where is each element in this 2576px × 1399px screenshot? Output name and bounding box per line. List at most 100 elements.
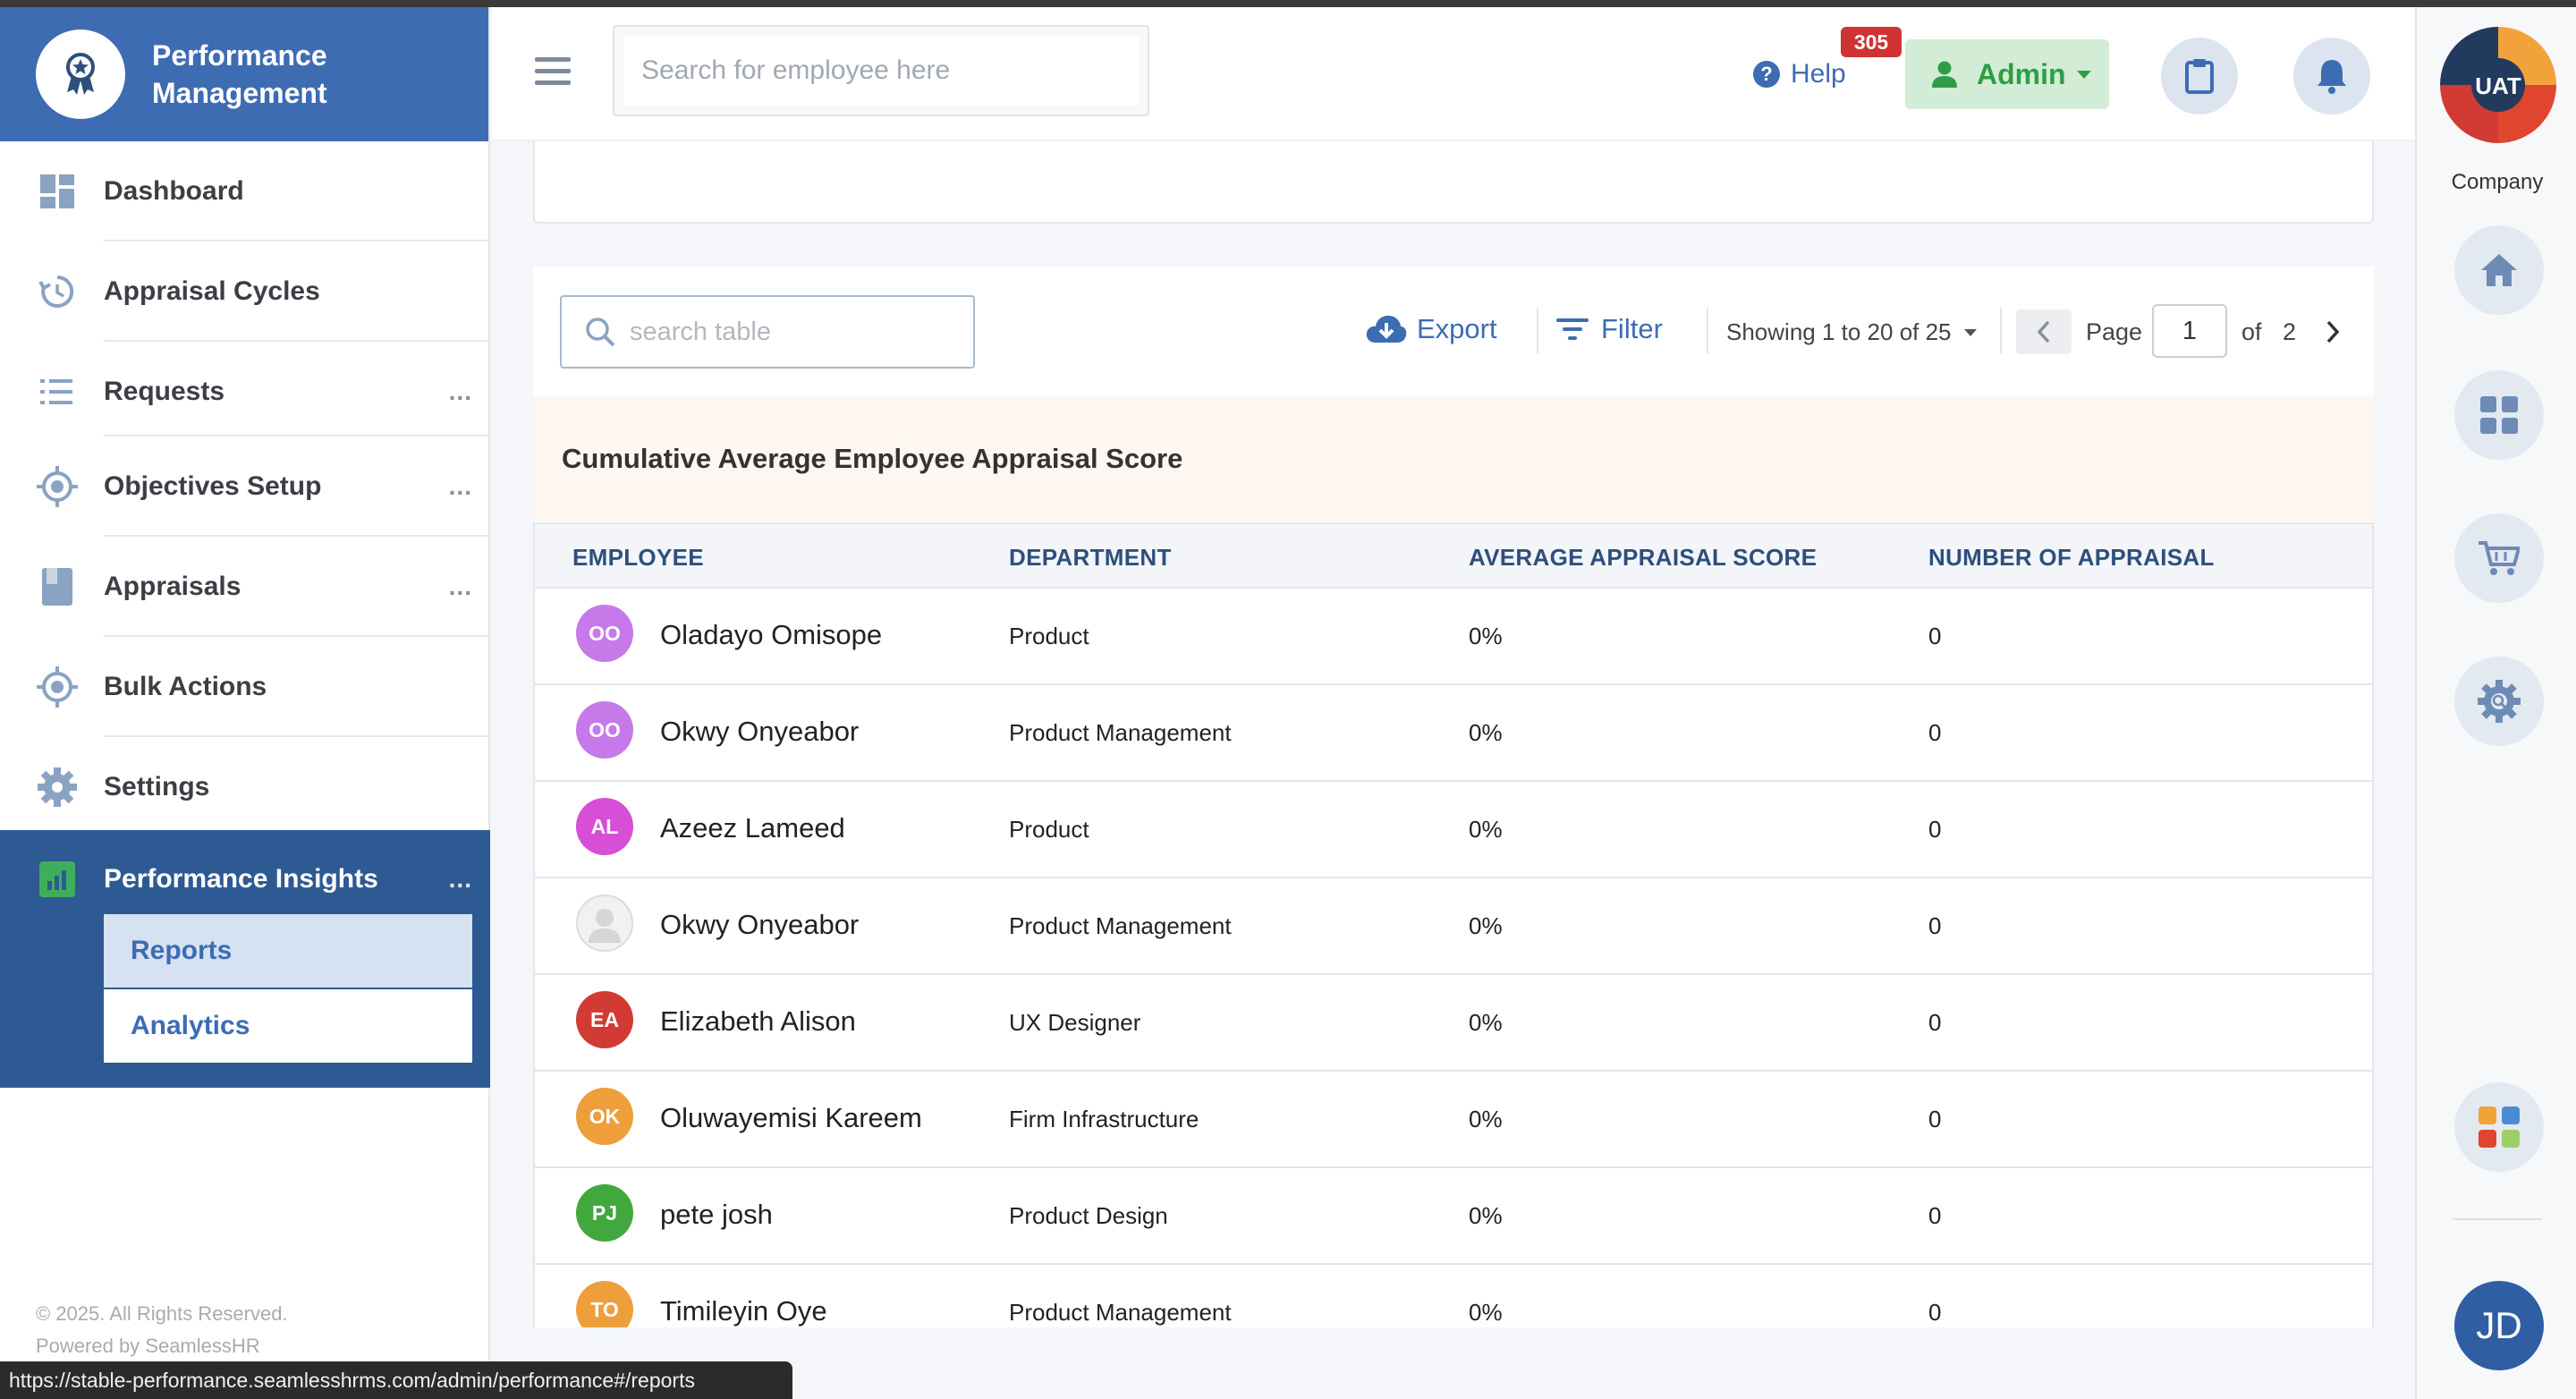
sidebar-item-bulk-actions[interactable]: Bulk Actions — [0, 646, 490, 728]
divider — [1537, 308, 1538, 354]
cart-button[interactable] — [2454, 513, 2544, 603]
average-score-cell: 0% — [1469, 1106, 1503, 1132]
column-header-appraisal-count[interactable]: NUMBER OF APPRAISAL — [1928, 544, 2215, 571]
question-icon: ? — [1753, 61, 1780, 88]
search-icon — [585, 317, 615, 347]
department-cell: Product Management — [1009, 719, 1232, 746]
sidebar-item-dashboard[interactable]: Dashboard — [0, 150, 490, 233]
dashboard-icon — [36, 170, 79, 213]
cart-icon — [2479, 539, 2520, 577]
more-options-icon[interactable]: ... — [448, 472, 472, 500]
employee-name: Okwy Onyeabor — [660, 716, 860, 747]
page-size-dropdown[interactable]: Showing 1 to 20 of 25 — [1726, 318, 1977, 346]
table-row[interactable]: OO Okwy Onyeabor Product Management 0% 0 — [533, 685, 2374, 782]
department-cell: UX Designer — [1009, 1009, 1141, 1036]
settings-search-button[interactable] — [2454, 657, 2544, 746]
divider — [104, 735, 488, 737]
average-score-cell: 0% — [1469, 1202, 1503, 1229]
sidebar-subitem-analytics[interactable]: Analytics — [104, 989, 472, 1063]
target-icon — [36, 465, 79, 508]
total-pages: 2 — [2283, 318, 2297, 345]
sidebar-item-label: Requests — [104, 377, 225, 406]
app-switcher-button[interactable] — [2454, 1082, 2544, 1172]
filter-button[interactable]: Filter — [1556, 313, 1663, 345]
employee-avatar: OK — [576, 1088, 633, 1145]
employee-avatar: OO — [576, 701, 633, 759]
more-options-icon[interactable]: ... — [448, 377, 472, 405]
average-score-cell: 0% — [1469, 719, 1503, 746]
help-link[interactable]: ? Help — [1753, 59, 1846, 89]
employee-avatar: OO — [576, 605, 633, 662]
divider — [104, 340, 488, 342]
user-avatar[interactable]: JD — [2454, 1281, 2544, 1370]
company-label: Company — [2451, 170, 2544, 194]
showing-label: Showing 1 to 20 of 25 — [1726, 318, 1952, 345]
header: ? Help Admin — [492, 7, 2415, 141]
table-row[interactable]: Okwy Onyeabor Product Management 0% 0 — [533, 878, 2374, 975]
sidebar-item-performance-insights[interactable]: Performance Insights ... — [0, 830, 490, 928]
column-header-average-score[interactable]: AVERAGE APPRAISAL SCORE — [1469, 544, 1818, 571]
sidebar-item-objectives-setup[interactable]: Objectives Setup ... — [0, 445, 490, 528]
apps-grid-button[interactable] — [2454, 370, 2544, 460]
page-label: Page — [2086, 318, 2143, 345]
prev-page-button[interactable] — [2016, 309, 2072, 354]
table-search-input[interactable] — [630, 317, 952, 347]
report-table-card: Export Filter Showing 1 to 20 of 25 Page… — [533, 267, 2374, 1327]
table-row[interactable]: AL Azeez Lameed Product 0% 0 — [533, 782, 2374, 878]
sidebar-item-settings[interactable]: Settings — [0, 746, 490, 828]
page-number-input[interactable] — [2152, 304, 2227, 358]
list-icon — [36, 370, 79, 413]
average-score-cell: 0% — [1469, 912, 1503, 939]
average-score-cell: 0% — [1469, 1299, 1503, 1326]
sidebar-item-label: Settings — [104, 772, 210, 801]
admin-label: Admin — [1977, 57, 2066, 90]
divider — [2453, 1218, 2542, 1220]
sidebar-item-requests[interactable]: Requests ... — [0, 351, 490, 433]
page-total: of 2 — [2241, 318, 2296, 346]
table-row[interactable]: PJ pete josh Product Design 0% 0 — [533, 1168, 2374, 1265]
table-row[interactable]: EA Elizabeth Alison UX Designer 0% 0 — [533, 975, 2374, 1072]
next-page-button[interactable] — [2313, 309, 2352, 354]
admin-dropdown-button[interactable]: Admin — [1905, 39, 2109, 109]
brand[interactable]: Performance Management — [0, 7, 488, 141]
sidebar-subitem-reports[interactable]: Reports — [104, 914, 472, 988]
notifications-button[interactable] — [2293, 38, 2370, 114]
column-header-department[interactable]: DEPARTMENT — [1009, 544, 1172, 571]
employee-search-input[interactable] — [623, 36, 1139, 106]
sidebar-item-appraisal-cycles[interactable]: Appraisal Cycles — [0, 250, 490, 333]
window-top-strip — [0, 0, 2576, 7]
more-options-icon[interactable]: ... — [448, 572, 472, 600]
appraisal-count-cell: 0 — [1928, 816, 1942, 843]
gear-search-icon — [2478, 680, 2521, 723]
notification-count-badge: 305 — [1841, 27, 1902, 57]
clipboard-button[interactable] — [2161, 38, 2238, 114]
employee-name: pete josh — [660, 1199, 773, 1230]
sidebar: Performance Management Dashboard Apprais… — [0, 7, 490, 1399]
average-score-cell: 0% — [1469, 623, 1503, 649]
hamburger-menu-icon[interactable] — [535, 57, 571, 89]
bell-icon — [2316, 58, 2348, 94]
clipboard-icon — [2185, 58, 2214, 94]
appraisal-count-cell: 0 — [1928, 1106, 1942, 1132]
report-title: Cumulative Average Employee Appraisal Sc… — [533, 396, 2374, 521]
brand-line-1: Performance — [152, 39, 327, 72]
more-options-icon[interactable]: ... — [448, 865, 472, 893]
company-logo[interactable]: UAT — [2440, 27, 2556, 143]
table-row[interactable]: TO Timileyin Oye Product Management 0% 0 — [533, 1265, 2374, 1327]
cloud-download-icon — [1365, 314, 1408, 344]
copyright-text: © 2025. All Rights Reserved. — [36, 1302, 288, 1325]
divider — [2000, 308, 2002, 354]
employee-search — [613, 25, 1149, 116]
brand-title: Performance Management — [152, 37, 327, 112]
table-toolbar: Export Filter Showing 1 to 20 of 25 Page… — [533, 267, 2374, 396]
column-header-employee[interactable]: EMPLOYEE — [572, 544, 704, 571]
table-row[interactable]: OO Oladayo Omisope Product 0% 0 — [533, 589, 2374, 685]
sidebar-item-label: Bulk Actions — [104, 672, 267, 701]
sidebar-item-appraisals[interactable]: Appraisals ... — [0, 546, 490, 628]
export-button[interactable]: Export — [1365, 313, 1497, 345]
home-button[interactable] — [2454, 225, 2544, 315]
of-label: of — [2241, 318, 2262, 345]
average-score-cell: 0% — [1469, 816, 1503, 843]
table-row[interactable]: OK Oluwayemisi Kareem Firm Infrastructure 0… — [533, 1072, 2374, 1168]
employee-name: Oladayo Omisope — [660, 619, 883, 650]
